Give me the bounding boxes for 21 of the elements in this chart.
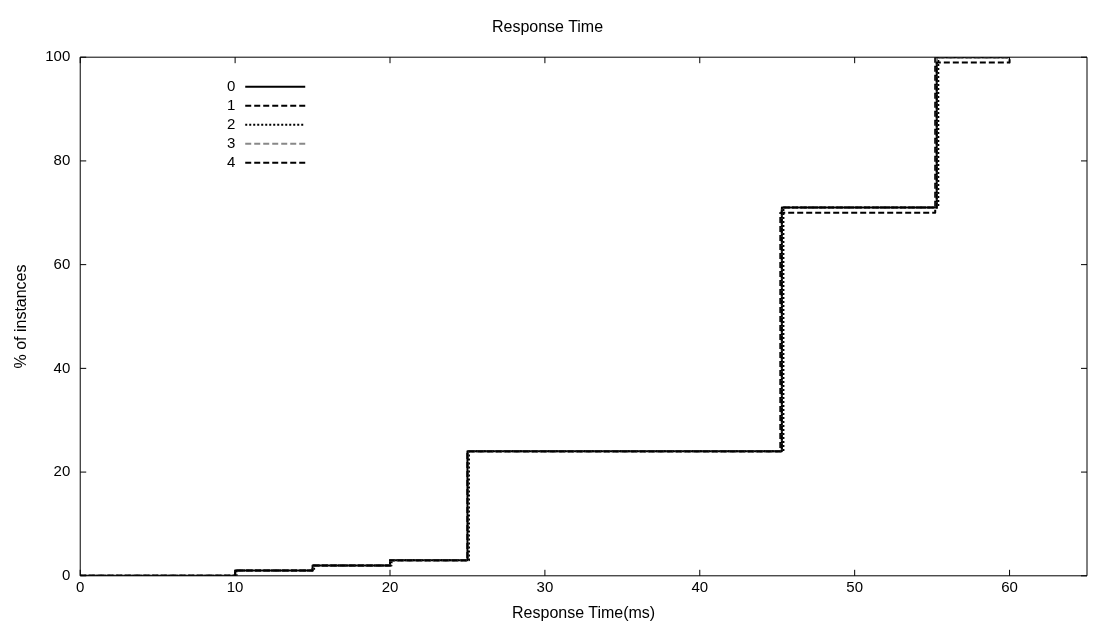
chart-title: Response Time — [491, 18, 604, 36]
x-tick-label: 10 — [226, 577, 244, 595]
legend-label: 3 — [226, 133, 236, 151]
legend-label: 0 — [226, 76, 236, 94]
y-tick-label: 80 — [53, 151, 71, 169]
y-tick-label: 0 — [61, 565, 71, 583]
y-tick-label: 20 — [53, 462, 71, 480]
y-axis-title: % of instances — [12, 264, 30, 369]
x-tick-label: 20 — [381, 577, 399, 595]
x-tick-label: 60 — [1001, 577, 1018, 595]
legend-label: 1 — [226, 95, 236, 113]
x-tick-label: 50 — [846, 577, 864, 595]
y-tick-label: 100 — [45, 47, 71, 65]
legend-label: 2 — [226, 114, 236, 132]
x-tick-label: 40 — [691, 577, 709, 595]
x-tick-label: 30 — [536, 577, 554, 595]
x-axis-title: Response Time(ms) — [512, 603, 656, 621]
x-tick-label: 0 — [76, 577, 85, 595]
y-tick-label: 60 — [53, 254, 71, 272]
y-tick-label: 40 — [53, 358, 71, 376]
legend-label: 4 — [226, 152, 236, 170]
